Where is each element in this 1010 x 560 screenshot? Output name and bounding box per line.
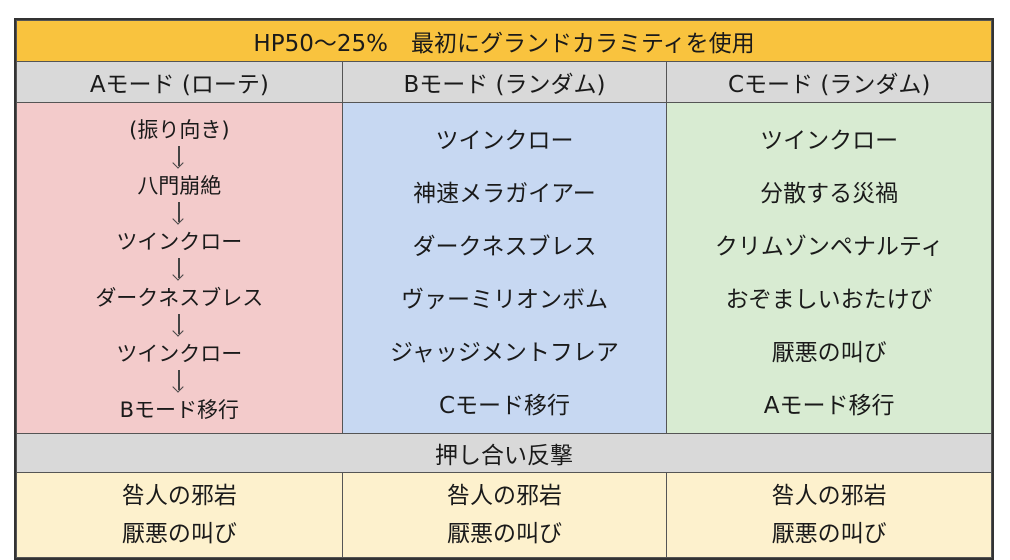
flow-step: Bモード移行 [119,398,240,422]
list-item: 厭悪の叫び [771,340,887,366]
list-item: ツインクロー [435,128,574,154]
down-arrow-icon [172,256,186,284]
flow-step: ツインクロー [116,230,243,254]
down-arrow-icon [172,312,186,340]
list-item: おぞましいおたけび [725,287,933,313]
push-back-row: 押し合い反撃 [16,433,992,473]
mode-b-cell: ツインクロー 神速メラガイアー ダークネスブレス ヴァーミリオンボム ジャッジメ… [341,102,668,434]
table-title: HP50～25% 最初にグランドカラミティを使用 [16,20,992,62]
pattern-table: HP50～25% 最初にグランドカラミティを使用 Aモード (ローテ) Bモード… [16,20,992,558]
mode-b-list: ツインクロー 神速メラガイアー ダークネスブレス ヴァーミリオンボム ジャッジメ… [343,103,667,433]
list-item: 厭悪の叫び [771,521,887,547]
push-back-mode-c: 咎人の邪岩 厭悪の叫び [666,472,992,558]
list-item: ヴァーミリオンボム [400,287,608,313]
down-arrow-icon [172,144,186,172]
title-row: HP50～25% 最初にグランドカラミティを使用 [16,20,992,62]
mode-c-cell: ツインクロー 分散する災禍 クリムゾンペナルティ おぞましいおたけび 厭悪の叫び… [666,102,992,434]
header-mode-a: Aモード (ローテ) [16,61,343,103]
list-item: クリムゾンペナルティ [714,234,944,260]
list-item: 神速メラガイアー [413,181,596,207]
flow-step: ダークネスブレス [95,286,264,310]
header-mode-b: Bモード (ランダム) [341,61,668,103]
push-back-actions-row: 咎人の邪岩 厭悪の叫び 咎人の邪岩 厭悪の叫び 咎人の邪岩 厭悪の叫び [16,472,992,558]
list-item: ジャッジメントフレア [390,340,619,366]
flow-step: ツインクロー [116,342,243,366]
boss-pattern-table: HP50～25% 最初にグランドカラミティを使用 Aモード (ローテ) Bモード… [14,18,994,560]
list-item: 厭悪の叫び [121,521,237,547]
mode-c-list: ツインクロー 分散する災禍 クリムゾンペナルティ おぞましいおたけび 厭悪の叫び… [667,103,991,433]
list-item: Cモード移行 [438,393,570,419]
mode-a-cell: (振り向き) 八門崩絶 ツインクロー ダークネスブレス ツインクロー Bモード移… [16,102,343,434]
list-item: ツインクロー [760,128,899,154]
list-item: 咎人の邪岩 [121,483,237,509]
flow-step: 八門崩絶 [137,174,222,198]
down-arrow-icon [172,200,186,228]
header-mode-c: Cモード (ランダム) [666,61,992,103]
mode-a-flow: (振り向き) 八門崩絶 ツインクロー ダークネスブレス ツインクロー Bモード移… [17,112,342,424]
modes-row: (振り向き) 八門崩絶 ツインクロー ダークネスブレス ツインクロー Bモード移… [16,102,992,434]
flow-step: (振り向き) [129,118,230,142]
down-arrow-icon [172,368,186,396]
list-item: 分散する災禍 [760,181,899,207]
list-item: 厭悪の叫び [446,521,562,547]
push-back-mode-b: 咎人の邪岩 厭悪の叫び [341,472,668,558]
push-back-label: 押し合い反撃 [16,433,992,473]
list-item: Aモード移行 [763,393,895,419]
push-back-mode-a: 咎人の邪岩 厭悪の叫び [16,472,343,558]
list-item: 咎人の邪岩 [446,483,562,509]
list-item: ダークネスブレス [412,234,597,260]
header-row: Aモード (ローテ) Bモード (ランダム) Cモード (ランダム) [16,61,992,103]
list-item: 咎人の邪岩 [771,483,887,509]
